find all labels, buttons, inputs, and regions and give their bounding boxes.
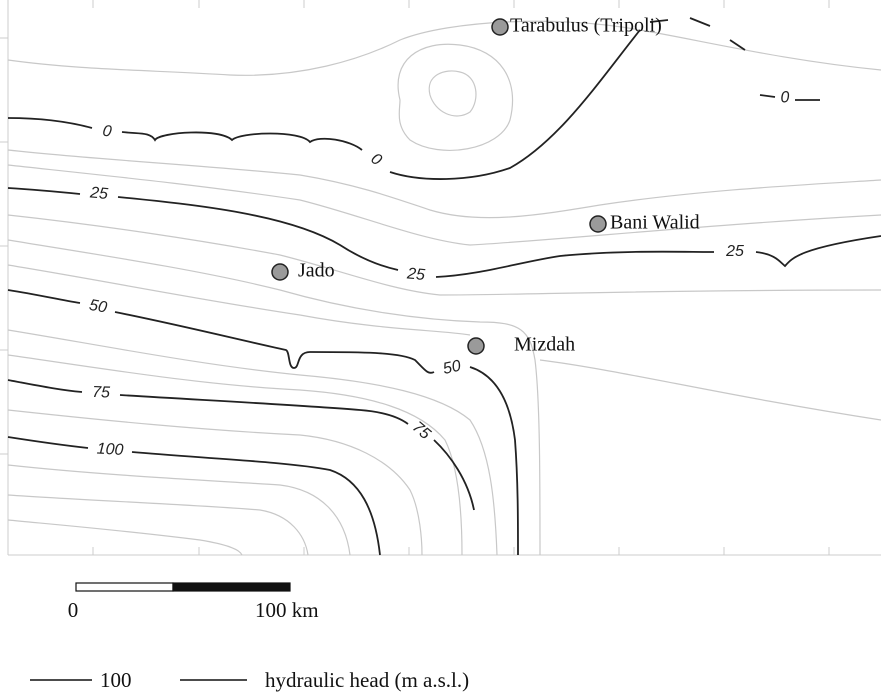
light-contours [7,20,881,556]
contour-label: 75 [409,419,434,444]
legend-label: hydraulic head (m a.s.l.) [265,668,469,692]
scale-label: 0 [68,598,79,622]
scale-bar [75,582,291,592]
main-contours [7,17,881,556]
contour-label: 25 [725,243,744,260]
place-marker [467,337,485,355]
contour-label: 50 [88,297,109,317]
place-marker [491,18,509,36]
place-label: Bani Walid [610,212,700,234]
contour-label: 0 [368,150,385,169]
contour-label: 25 [88,184,108,203]
contour-label: 50 [441,358,462,378]
place-label: Jado [298,260,335,282]
place-marker [271,263,289,281]
legend-level: 100 [100,668,132,692]
scale-label: 100 km [255,598,319,622]
contour-label: 0 [780,89,790,106]
frame [0,0,881,556]
place-label: Tarabulus (Tripoli) [510,15,662,37]
contour-label: 0 [101,123,112,141]
contour-label: 75 [92,384,110,402]
contour-label: 25 [405,265,425,284]
place-label: Mizdah [514,334,575,356]
place-marker [589,215,607,233]
contour-label: 100 [96,441,124,459]
